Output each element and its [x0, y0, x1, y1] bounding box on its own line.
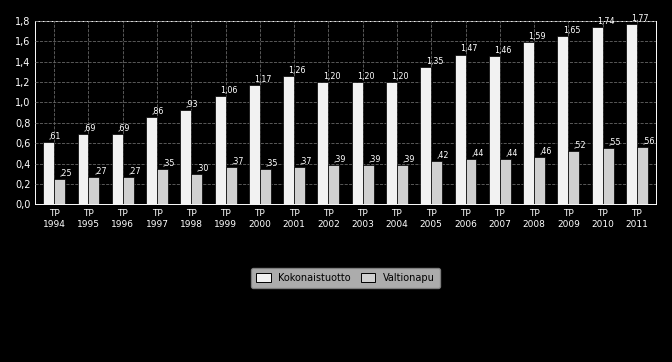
Text: ,27: ,27	[128, 167, 141, 176]
Bar	[351, 82, 363, 204]
Text: 1,06: 1,06	[220, 86, 237, 95]
Bar	[54, 179, 65, 204]
Text: 1,35: 1,35	[426, 57, 444, 66]
Bar	[534, 157, 545, 204]
Bar	[397, 165, 408, 204]
Bar	[591, 27, 603, 204]
Bar	[431, 161, 442, 204]
Bar	[626, 24, 637, 204]
Text: ,39: ,39	[368, 155, 380, 164]
Text: 1,46: 1,46	[495, 46, 511, 55]
Text: 1,26: 1,26	[289, 66, 306, 75]
Bar	[523, 42, 534, 204]
Bar	[249, 85, 260, 204]
Text: ,37: ,37	[300, 156, 312, 165]
Text: ,35: ,35	[163, 159, 175, 168]
Text: ,35: ,35	[265, 159, 278, 168]
Text: ,69: ,69	[83, 124, 95, 133]
Text: 1,77: 1,77	[632, 14, 649, 23]
Bar	[317, 82, 329, 204]
Bar	[226, 167, 237, 204]
Text: ,27: ,27	[94, 167, 107, 176]
Text: ,56: ,56	[642, 137, 655, 146]
Bar	[603, 148, 614, 204]
Bar	[386, 82, 397, 204]
Bar	[637, 147, 648, 204]
Bar	[489, 55, 500, 204]
Text: 1,59: 1,59	[529, 32, 546, 41]
Text: 1,20: 1,20	[358, 72, 375, 81]
Text: ,55: ,55	[608, 138, 621, 147]
Text: 1,20: 1,20	[323, 72, 341, 81]
Bar	[43, 142, 54, 204]
Bar	[466, 159, 476, 204]
Legend: Kokonaistuotto, Valtionapu: Kokonaistuotto, Valtionapu	[251, 268, 440, 287]
Bar	[329, 165, 339, 204]
Bar	[77, 134, 89, 204]
Bar	[214, 96, 226, 204]
Bar	[157, 169, 168, 204]
Bar	[112, 134, 123, 204]
Text: 1,65: 1,65	[563, 26, 581, 35]
Text: 1,20: 1,20	[392, 72, 409, 81]
Bar	[454, 55, 466, 204]
Bar	[192, 174, 202, 204]
Bar	[180, 110, 192, 204]
Bar	[260, 169, 271, 204]
Text: 1,17: 1,17	[255, 75, 272, 84]
Bar	[363, 165, 374, 204]
Bar	[500, 159, 511, 204]
Bar	[283, 76, 294, 204]
Text: 1,74: 1,74	[597, 17, 615, 26]
Text: ,39: ,39	[403, 155, 415, 164]
Text: ,69: ,69	[118, 124, 130, 133]
Text: ,39: ,39	[334, 155, 346, 164]
Text: ,52: ,52	[574, 141, 587, 150]
Text: ,25: ,25	[60, 169, 73, 178]
Text: ,37: ,37	[231, 156, 243, 165]
Bar	[89, 177, 99, 204]
Text: ,46: ,46	[540, 147, 552, 156]
Text: ,44: ,44	[505, 150, 517, 159]
Text: ,61: ,61	[49, 132, 61, 141]
Text: ,93: ,93	[186, 100, 198, 109]
Bar	[123, 177, 134, 204]
Text: ,86: ,86	[152, 107, 164, 115]
Bar	[557, 36, 569, 204]
Text: ,44: ,44	[471, 150, 483, 159]
Bar	[420, 67, 431, 204]
Bar	[146, 117, 157, 204]
Text: ,30: ,30	[197, 164, 209, 173]
Bar	[294, 167, 305, 204]
Text: ,42: ,42	[437, 151, 449, 160]
Text: 1,47: 1,47	[460, 45, 478, 54]
Bar	[569, 151, 579, 204]
